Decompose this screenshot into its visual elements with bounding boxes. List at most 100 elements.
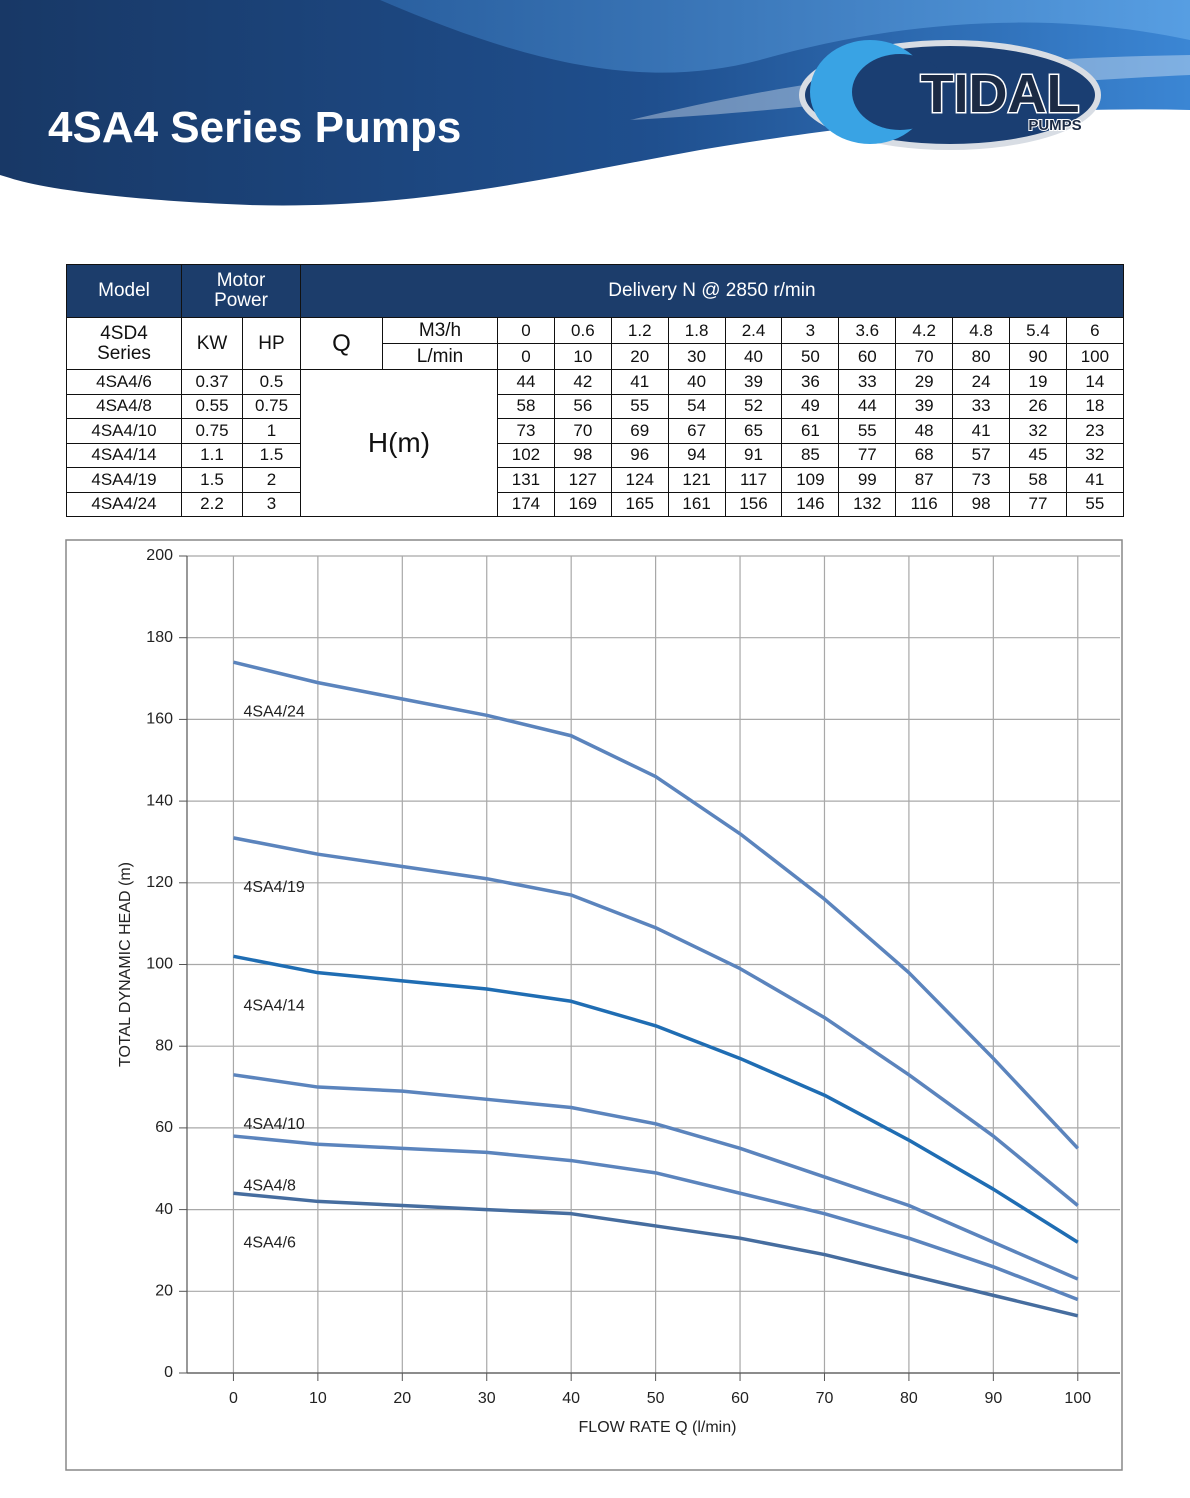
table-cell: 40	[667, 369, 726, 395]
table-cell: 49	[781, 393, 840, 419]
table-cell: 23	[1065, 418, 1124, 444]
x-tick-label: 20	[393, 1390, 411, 1407]
y-tick-label: 80	[155, 1037, 173, 1054]
y-tick-label: 120	[146, 874, 173, 891]
table-cell: 33	[838, 369, 897, 395]
table-cell: 2.4	[724, 317, 783, 344]
table-cell: 0.75	[242, 393, 301, 419]
table-cell: 161	[667, 491, 726, 517]
table-cell: 69	[610, 418, 669, 444]
header-cell: Model	[66, 264, 182, 318]
table-cell: 48	[895, 418, 954, 444]
x-axis-label: FLOW RATE Q (l/min)	[579, 1419, 737, 1436]
table-cell: 30	[667, 343, 726, 370]
table-cell: 1.5	[242, 442, 301, 468]
table-cell: 58	[497, 393, 555, 419]
table-row: L/min 0 10 20 30 40 50 60 70 80 90 100	[67, 343, 1124, 370]
series-line	[233, 1191, 1079, 1318]
table-cell: 55	[610, 393, 669, 419]
table-cell: 26	[1009, 393, 1067, 419]
table-cell: 18	[1065, 393, 1124, 419]
table-cell: M3/h	[382, 317, 498, 344]
x-tick-label: 70	[816, 1390, 834, 1407]
table-row: 4SD4 Series KW HP Q M3/h 0 0.6 1.2 1.8 2.4 3 3.6 4.2…	[66, 317, 1124, 370]
table-cell: 32	[1065, 442, 1124, 468]
table-cell: 0.75	[181, 418, 243, 444]
series-line	[233, 660, 1080, 1150]
table-cell: 56	[553, 393, 612, 419]
table-cell: 45	[1009, 442, 1067, 468]
y-tick-label: 200	[146, 547, 173, 564]
x-tick-label: 50	[647, 1390, 665, 1407]
banner-wave-light	[380, 0, 1190, 73]
table-cell: 100	[1065, 343, 1124, 370]
table-cell: 131	[497, 467, 555, 493]
table-row: 4SA4/24 2.2 3 174 169 165 161 156 146 132 116 98 77 5…	[66, 491, 1124, 517]
logo-c-inner	[852, 54, 948, 130]
table-cell: 55	[838, 418, 897, 444]
table-cell: 132	[838, 491, 897, 517]
series-label: 4SA4/10	[243, 1116, 304, 1133]
table-row: Model Motor Power Delivery N @ 2850 r/min	[66, 264, 1124, 318]
y-tick-label: 40	[155, 1201, 173, 1218]
table-cell: 19	[1009, 369, 1067, 395]
table-cell: 20	[610, 343, 669, 370]
table-cell: 1.1	[181, 442, 243, 468]
x-tick-label: 0	[229, 1390, 238, 1407]
table-cell: 41	[1065, 467, 1124, 493]
banner: 4SA4 Series Pumps TIDAL PUMPS	[0, 0, 1190, 206]
series-label: 4SA4/19	[243, 879, 304, 896]
table-cell: 58	[1009, 467, 1067, 493]
table-cell: 4.2	[895, 317, 954, 344]
table-cell: 98	[553, 442, 612, 468]
table-cell: 55	[1065, 491, 1124, 517]
table-cell: H(m)	[300, 369, 498, 517]
table-cell: 1.2	[610, 317, 669, 344]
y-tick-label: 160	[146, 711, 173, 728]
table-cell: 0.55	[181, 393, 243, 419]
table-cell: 99	[838, 467, 897, 493]
table-cell: 117	[724, 467, 783, 493]
x-tick-label: 100	[1064, 1390, 1091, 1407]
logo-subtext: PUMPS	[1028, 117, 1081, 134]
chart: 0 20 40 60 80 100 120 140 160 180 200 0 10 20 30 40 50 60…	[65, 539, 1123, 1471]
table-cell: 57	[952, 442, 1011, 468]
table-cell: 54	[667, 393, 726, 419]
table-cell: HP	[242, 317, 301, 370]
table-cell: 4.8	[952, 317, 1011, 344]
table-cell: 65	[724, 418, 783, 444]
table-cell: 1.5	[181, 467, 243, 493]
table-cell: 169	[553, 491, 612, 517]
table-cell: 70	[553, 418, 612, 444]
table-cell: 121	[667, 467, 726, 493]
table-cell: 80	[952, 343, 1011, 370]
y-tick-label: 140	[146, 792, 173, 809]
table-cell: 124	[610, 467, 669, 493]
table-cell: 1	[242, 418, 301, 444]
y-tick-label: 180	[146, 629, 173, 646]
table-row: 4SA4/14 1.1 1.5 102 98 96 94 91 85 77 68 57 45 32	[66, 442, 1124, 468]
table-cell: 3	[242, 491, 301, 517]
table-cell: 70	[895, 343, 954, 370]
table-cell: 1.8	[667, 317, 726, 344]
table-cell: 2	[242, 467, 301, 493]
table-cell: 0	[497, 343, 555, 370]
series-label: 4SA4/6	[243, 1234, 296, 1251]
table-cell: 102	[497, 442, 555, 468]
table-cell: 4SA4/14	[66, 442, 182, 468]
table-row: 4SA4/19 1.5 2 131 127 124 121 117 109 99 87 73 58 41	[66, 467, 1124, 493]
table-cell: 3.6	[838, 317, 897, 344]
table-cell: 146	[781, 491, 840, 517]
x-tick-label: 30	[478, 1390, 496, 1407]
table-cell: 6	[1065, 317, 1124, 344]
table-cell: 39	[895, 393, 954, 419]
x-tick-label: 10	[309, 1390, 327, 1407]
series-label: 4SA4/14	[243, 998, 304, 1015]
cell-text: 4SD4 Series	[97, 322, 151, 364]
y-tick-label: 60	[155, 1119, 173, 1136]
table-cell: 3	[781, 317, 840, 344]
table-cell: 4SA4/24	[66, 491, 182, 517]
x-tick-label: 90	[984, 1390, 1002, 1407]
table-cell: 116	[895, 491, 954, 517]
table-cell: 42	[553, 369, 612, 395]
